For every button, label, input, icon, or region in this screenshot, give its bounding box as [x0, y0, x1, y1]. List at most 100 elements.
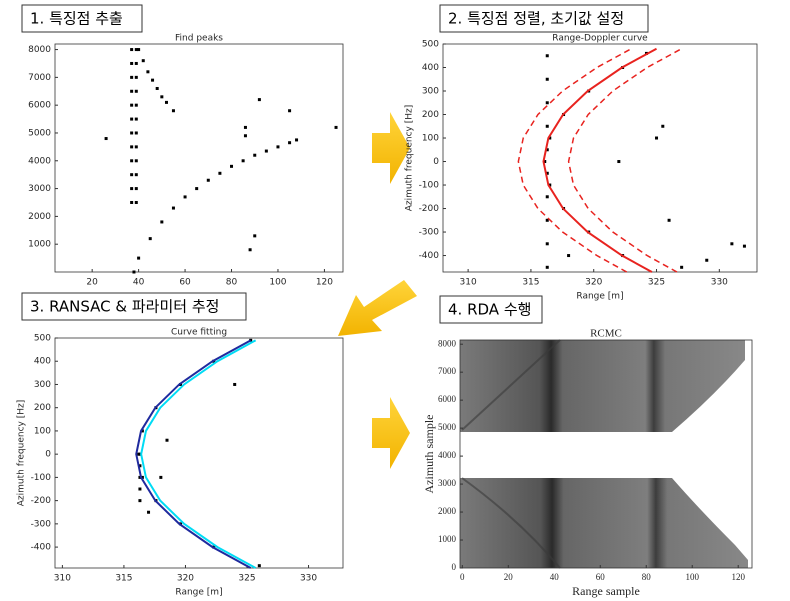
peak-point — [138, 475, 142, 479]
peak-point — [233, 382, 237, 386]
peak-point — [147, 510, 151, 514]
peak-point — [661, 124, 665, 128]
peak-point — [545, 171, 549, 175]
y-tick-label: 400 — [422, 63, 439, 73]
x-tick-label: 60 — [179, 278, 191, 288]
peak-point — [545, 148, 549, 152]
peak-point — [134, 131, 138, 135]
peak-point — [334, 125, 338, 129]
peak-point — [155, 86, 159, 90]
peak-point — [165, 438, 169, 442]
peak-point — [705, 258, 709, 262]
peak-point — [151, 78, 155, 82]
peak-point — [171, 206, 175, 210]
peak-point — [295, 138, 299, 142]
peak-point — [138, 487, 142, 491]
peak-point — [195, 187, 199, 191]
peak-point — [545, 101, 549, 105]
step-label: 1. 특징점 추출 — [30, 10, 123, 28]
chart-title: Find peaks — [175, 34, 223, 44]
peak-point — [141, 59, 145, 63]
peak-point — [288, 109, 292, 113]
peak-point — [130, 75, 134, 79]
peak-point — [243, 134, 247, 138]
peak-point — [730, 242, 734, 246]
y-tick-label: 3000 — [28, 184, 51, 194]
fit-curve — [542, 47, 657, 273]
peak-point — [130, 145, 134, 149]
y-tick-label: 6000 — [438, 394, 457, 404]
peak-point — [140, 429, 144, 433]
y-tick-label: 6000 — [28, 101, 51, 111]
peak-point — [138, 499, 142, 503]
fit-curve — [567, 48, 682, 273]
chart-title: Curve fitting — [171, 328, 227, 338]
y-tick-label: 5000 — [438, 422, 457, 432]
peak-point — [742, 244, 746, 248]
x-tick-label: 100 — [685, 572, 699, 582]
peak-point — [243, 125, 247, 129]
peak-point — [132, 270, 136, 274]
peak-point — [543, 160, 547, 164]
step-box — [21, 4, 143, 33]
peak-point — [130, 61, 134, 65]
peak-point — [134, 145, 138, 149]
step-label: 3. RANSAC & 파라미터 추정 — [30, 298, 219, 316]
step-box — [439, 295, 543, 324]
y-tick-label: -400 — [31, 543, 52, 553]
peak-point — [667, 218, 671, 222]
peak-point — [241, 159, 245, 163]
peak-point — [134, 89, 138, 93]
y-tick-label: 400 — [34, 357, 51, 367]
peak-point — [138, 464, 142, 468]
y-tick-label: -400 — [419, 251, 440, 261]
x-tick-label: 0 — [460, 572, 465, 582]
x-tick-label: 325 — [238, 574, 255, 584]
y-tick-label: 4000 — [438, 450, 457, 460]
y-tick-label: -200 — [419, 204, 440, 214]
y-tick-label: 4000 — [28, 156, 51, 166]
y-tick-label: 1000 — [438, 534, 457, 544]
peak-point — [545, 218, 549, 222]
peak-point — [159, 475, 163, 479]
y-tick-label: -300 — [31, 519, 52, 529]
peak-point — [567, 254, 571, 258]
x-axis-label: Range [m] — [576, 292, 623, 302]
x-tick-label: 20 — [504, 572, 514, 582]
y-axis-label: Azimuth sample — [422, 415, 436, 494]
x-tick-label: 20 — [86, 278, 98, 288]
x-tick-label: 120 — [316, 278, 333, 288]
y-tick-label: -100 — [31, 473, 52, 483]
peak-point — [545, 242, 549, 246]
peak-point — [545, 77, 549, 81]
x-tick-label: 320 — [585, 278, 602, 288]
chart-title: Range-Doppler curve — [552, 34, 648, 44]
peak-point — [134, 103, 138, 107]
plot-frame — [54, 337, 344, 569]
peak-point — [134, 48, 138, 52]
peak-point — [134, 61, 138, 65]
x-tick-label: 330 — [300, 574, 317, 584]
y-tick-label: 0 — [45, 450, 51, 460]
peak-point — [230, 164, 234, 168]
peak-point — [253, 234, 257, 238]
y-tick-label: 8000 — [438, 338, 457, 348]
peak-point — [617, 160, 621, 164]
peak-point — [148, 237, 152, 241]
peak-point — [264, 149, 268, 153]
y-tick-label: 2000 — [438, 506, 457, 516]
y-tick-label: 300 — [422, 87, 439, 97]
fit-curve — [517, 48, 632, 273]
x-tick-label: 325 — [648, 278, 665, 288]
peak-point — [545, 195, 549, 199]
peak-point — [545, 124, 549, 128]
y-tick-label: 3000 — [438, 478, 457, 488]
peak-point — [171, 109, 175, 113]
peak-point — [130, 159, 134, 163]
y-tick-label: 100 — [34, 426, 51, 436]
peak-point — [137, 48, 141, 52]
peak-point — [257, 564, 261, 568]
y-tick-label: 300 — [34, 380, 51, 390]
fit-curve — [140, 339, 257, 569]
